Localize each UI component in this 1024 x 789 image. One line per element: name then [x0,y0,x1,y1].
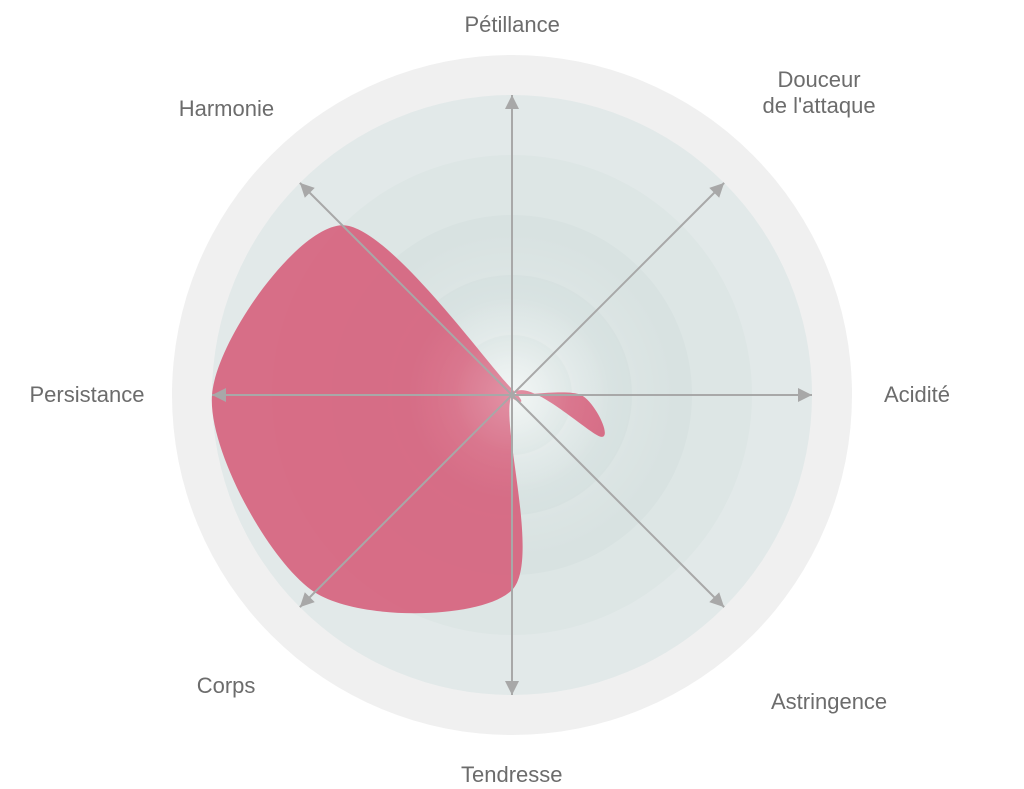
radar-chart-container: PétillanceDouceur de l'attaqueAciditéAst… [0,0,1024,789]
radar-chart [0,0,1024,789]
